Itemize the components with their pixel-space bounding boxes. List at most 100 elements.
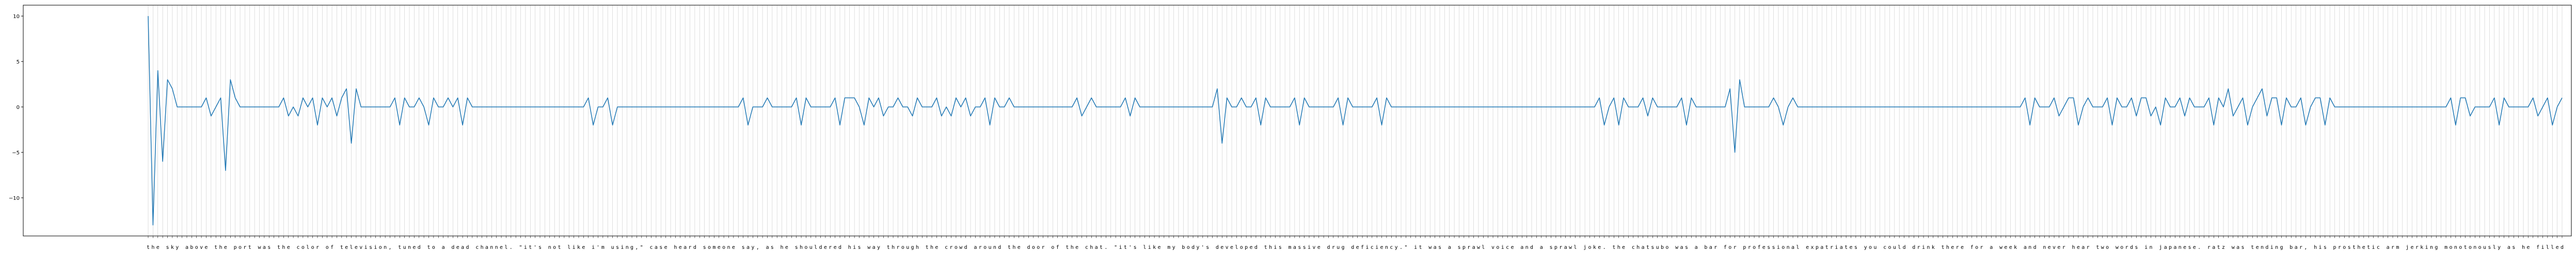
x-tick-label: c (296, 245, 299, 250)
x-tick-label: e (1380, 245, 1384, 250)
x-tick-label: l (1235, 245, 1238, 250)
x-tick-label: k (1932, 245, 1935, 250)
y-tick-label: −10 (9, 196, 20, 201)
x-tick-label: t (2217, 245, 2220, 250)
x-tick-label: ' (596, 245, 599, 250)
x-tick-label: i (1308, 245, 1311, 250)
x-tick-label: d (1191, 245, 1195, 250)
x-tick-label: a (1448, 245, 1451, 250)
x-tick-label: " (1404, 245, 1407, 250)
x-tick-label: s (267, 245, 271, 250)
x-tick-label: w (867, 245, 871, 250)
x-tick-label: l (814, 245, 817, 250)
x-tick-label: t (558, 245, 561, 250)
x-tick-label: e (1762, 245, 1766, 250)
x-tick-label: u (988, 245, 991, 250)
x-tick-label: t (1419, 245, 1422, 250)
character-gridlines (148, 5, 2563, 236)
x-tick-label: s (2512, 245, 2515, 250)
x-tick-label: c (1883, 245, 1886, 250)
x-tick-label: p (1743, 245, 1746, 250)
x-tick-label: n (2179, 245, 2182, 250)
x-tick-label: a (2387, 245, 2390, 250)
x-tick-label: i (1922, 245, 1925, 250)
x-tick-label: e (2526, 245, 2530, 250)
x-tick-label: n (2430, 245, 2433, 250)
x-tick-label: d (2130, 245, 2133, 250)
x-tick-label: r (1042, 245, 1045, 250)
x-tick-label: o (722, 245, 725, 250)
x-tick-label: h (916, 245, 919, 250)
x-tick-label: s (2188, 245, 2191, 250)
x-tick-label: e (156, 245, 160, 250)
x-tick-label: o (2343, 245, 2346, 250)
x-tick-label: a (1680, 245, 1683, 250)
x-tick-label: o (1869, 245, 1872, 250)
x-tick-label: s (2348, 245, 2351, 250)
x-tick-label: n (626, 245, 629, 250)
x-tick-label: e (2256, 245, 2259, 250)
x-tick-label: s (742, 245, 745, 250)
x-tick-label: y (1196, 245, 1199, 250)
y-tick-label: 0 (17, 105, 20, 110)
x-tick-label: l (2546, 245, 2549, 250)
x-tick-label: o (708, 245, 711, 250)
x-tick-label: a (655, 245, 658, 250)
x-tick-label: h (2357, 245, 2360, 250)
x-tick-label: l (1898, 245, 1901, 250)
x-tick-label: o (2106, 245, 2109, 250)
x-tick-label: a (872, 245, 876, 250)
x-tick-label: a (2164, 245, 2167, 250)
x-tick-label: r (316, 245, 319, 250)
x-tick-label: o (1975, 245, 1978, 250)
x-tick-label: a (2173, 245, 2176, 250)
x-tick-label: e (2009, 245, 2012, 250)
x-tick-label: m (2396, 245, 2399, 250)
x-tick-label: e (1951, 245, 1954, 250)
x-tick-label: a (1642, 245, 1645, 250)
x-tick-label: x (1811, 245, 1814, 250)
x-tick-label: e (500, 245, 503, 250)
x-tick-label: u (809, 245, 813, 250)
x-tick-label: e (1511, 245, 1514, 250)
x-tick-label: , (756, 245, 759, 250)
x-tick-label: s (538, 245, 542, 250)
x-tick-label: o (1588, 245, 1591, 250)
x-tick-label: o (1051, 245, 1054, 250)
x-tick-label: , (2304, 245, 2307, 250)
x-tick-label: i (2318, 245, 2321, 250)
x-tick-label: b (1661, 245, 1664, 250)
x-tick-label: s (2324, 245, 2327, 250)
x-tick-label: t (1264, 245, 1267, 250)
x-tick-label: t (1612, 245, 1615, 250)
x-tick-label: f (1361, 245, 1364, 250)
x-tick-label: o (311, 245, 314, 250)
x-tick-label: a (1293, 245, 1296, 250)
x-tick-label: r (1714, 245, 1717, 250)
x-tick-label: o (1782, 245, 1785, 250)
x-tick-label: t (2096, 245, 2099, 250)
x-tick-label: i (1501, 245, 1504, 250)
x-tick-label: . (2198, 245, 2201, 250)
x-tick-label: a (1840, 245, 1843, 250)
x-tick-label: i (374, 245, 377, 250)
x-tick-label: o (301, 245, 305, 250)
x-tick-label: a (2507, 245, 2510, 250)
x-tick-label: i (524, 245, 527, 250)
x-tick-label: d (964, 245, 967, 250)
x-tick-label: h (1636, 245, 1640, 250)
x-tick-label: i (1365, 245, 1369, 250)
x-tick-label: r (950, 245, 953, 250)
x-tick-label: e (2048, 245, 2051, 250)
x-tick-label: o (1240, 245, 1243, 250)
x-tick-label: t (529, 245, 532, 250)
x-tick-label: o (195, 245, 198, 250)
x-tick-label: s (1279, 245, 1282, 250)
x-tick-label: z (2222, 245, 2225, 250)
x-tick-label: t (2367, 245, 2370, 250)
x-tick-label: e (1806, 245, 1809, 250)
x-tick-label: v (200, 245, 203, 250)
x-tick-label: i (621, 245, 624, 250)
x-tick-label: t (1844, 245, 1848, 250)
